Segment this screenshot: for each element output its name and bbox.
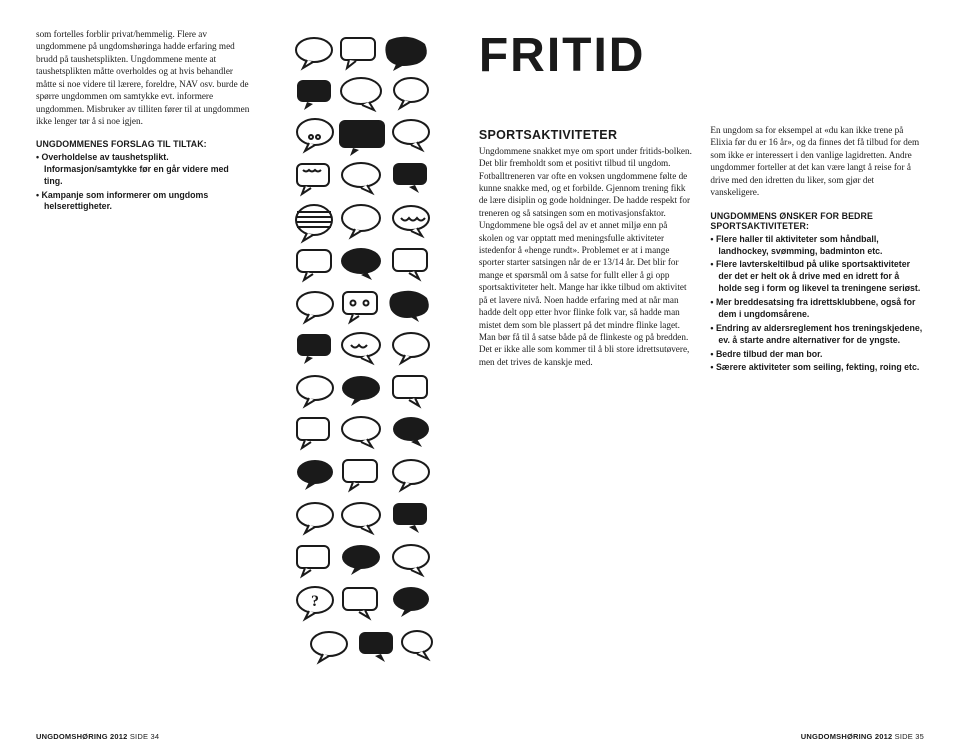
- list-item: Overholdelse av taushetsplikt. Informasj…: [36, 152, 250, 188]
- col3-paragraph: Ungdommene snakket mye om sport under fr…: [479, 145, 693, 369]
- col4-bullets: Flere haller til aktiviteter som håndbal…: [710, 234, 924, 375]
- list-item: Bedre tilbud der man bor.: [710, 349, 924, 361]
- col4-paragraph: En ungdom sa for eksempel at «du kan ikk…: [710, 124, 924, 199]
- column-2-illustration: ?: [268, 28, 461, 710]
- col1-subhead: UNGDOMMENES FORSLAG TIL TILTAK:: [36, 139, 250, 150]
- col3-section-head: SPORTSAKTIVITETER: [479, 127, 693, 144]
- list-item: Flere lavterskeltilbud på ulike sportsak…: [710, 259, 924, 295]
- footer-right: UNGDOMSHØRING 2012 SIDE 35: [801, 732, 924, 741]
- col4-subhead: UNGDOMMENS ØNSKER FOR BEDRE SPORTSAKTIVI…: [710, 211, 924, 232]
- footer-side: SIDE 34: [130, 732, 159, 741]
- footer-label: UNGDOMSHØRING 2012: [36, 732, 128, 741]
- footer-left: UNGDOMSHØRING 2012 SIDE 34: [36, 732, 159, 741]
- svg-text:?: ?: [311, 593, 319, 610]
- footer-side: SIDE 35: [895, 732, 924, 741]
- column-1: som fortelles forblir privat/hemmelig. F…: [36, 28, 250, 710]
- column-4: En ungdom sa for eksempel at «du kan ikk…: [710, 28, 924, 710]
- list-item: Mer breddesatsing fra idrettsklubbene, o…: [710, 297, 924, 321]
- list-item: Endring av aldersreglement hos treningsk…: [710, 323, 924, 347]
- column-3: FRITID SPORTSAKTIVITETER Ungdommene snak…: [479, 28, 693, 710]
- col1-bullets: Overholdelse av taushetsplikt. Informasj…: [36, 152, 250, 213]
- speech-bubbles-illustration: ?: [289, 28, 439, 681]
- list-item: Særere aktiviteter som seiling, fekting,…: [710, 362, 924, 374]
- list-item: Flere haller til aktiviteter som håndbal…: [710, 234, 924, 258]
- page-title: FRITID: [479, 24, 693, 89]
- footer-label: UNGDOMSHØRING 2012: [801, 732, 893, 741]
- list-item: Kampanje som informerer om ungdoms helse…: [36, 190, 250, 214]
- col1-paragraph: som fortelles forblir privat/hemmelig. F…: [36, 28, 250, 127]
